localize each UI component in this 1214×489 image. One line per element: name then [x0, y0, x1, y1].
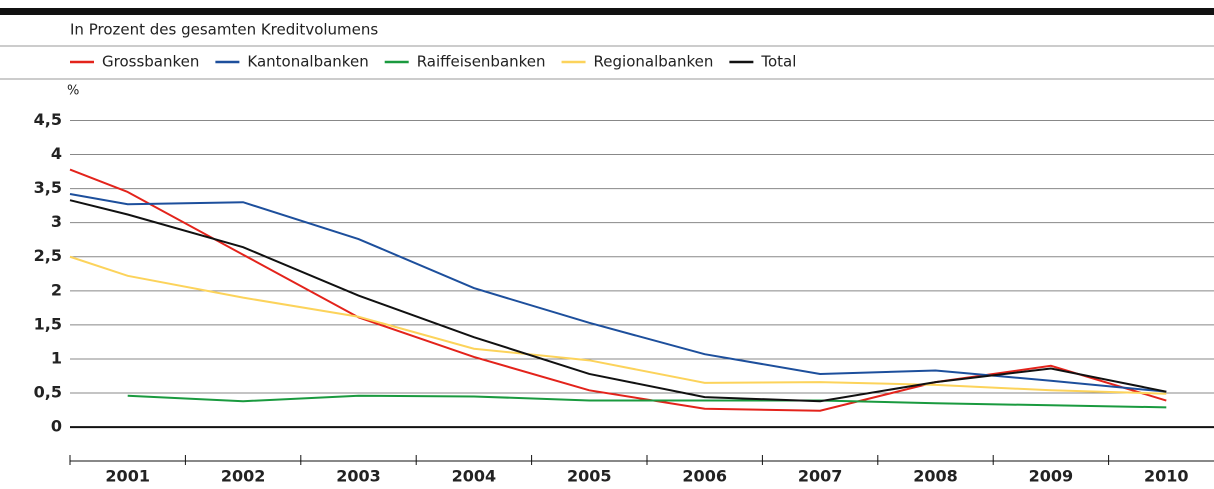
x-tick-label: 2002	[221, 467, 266, 486]
top-bar	[0, 8, 1214, 15]
x-tick-label: 2010	[1144, 467, 1189, 486]
x-tick-label: 2004	[452, 467, 497, 486]
y-tick-label: 3,5	[34, 178, 62, 197]
y-unit: %	[67, 84, 79, 99]
y-tick-label: 4	[51, 144, 62, 163]
series-line	[127, 394, 1167, 409]
series-line	[69, 199, 1167, 403]
legend-label: Raiffeisenbanken	[417, 53, 546, 71]
y-tick-label: 3	[51, 212, 62, 231]
legend-label: Regionalbanken	[594, 53, 714, 71]
x-tick-label: 2007	[798, 467, 843, 486]
series-line	[69, 193, 1167, 393]
legend-label: Total	[760, 53, 796, 71]
x-tick-label: 2001	[105, 467, 150, 486]
chart-subtitle: In Prozent des gesamten Kreditvolumens	[70, 21, 378, 39]
x-tick-label: 2008	[913, 467, 958, 486]
legend-label: Grossbanken	[102, 53, 199, 71]
y-tick-label: 2	[51, 280, 62, 299]
series-line	[69, 255, 1167, 395]
y-tick-label: 2,5	[34, 246, 62, 265]
y-tick-label: 1,5	[34, 314, 62, 333]
x-tick-label: 2005	[567, 467, 612, 486]
y-tick-label: 1	[51, 348, 62, 367]
x-tick-label: 2006	[682, 467, 727, 486]
x-tick-label: 2003	[336, 467, 381, 486]
y-tick-label: 0,5	[34, 383, 62, 402]
y-tick-label: 4,5	[34, 110, 62, 129]
x-tick-label: 2009	[1029, 467, 1074, 486]
legend: Grossbanken Kantonalbanken Raiffeisenbanke…	[70, 53, 796, 71]
legend-label: Kantonalbanken	[247, 53, 368, 71]
y-tick-label: 0	[51, 417, 62, 436]
